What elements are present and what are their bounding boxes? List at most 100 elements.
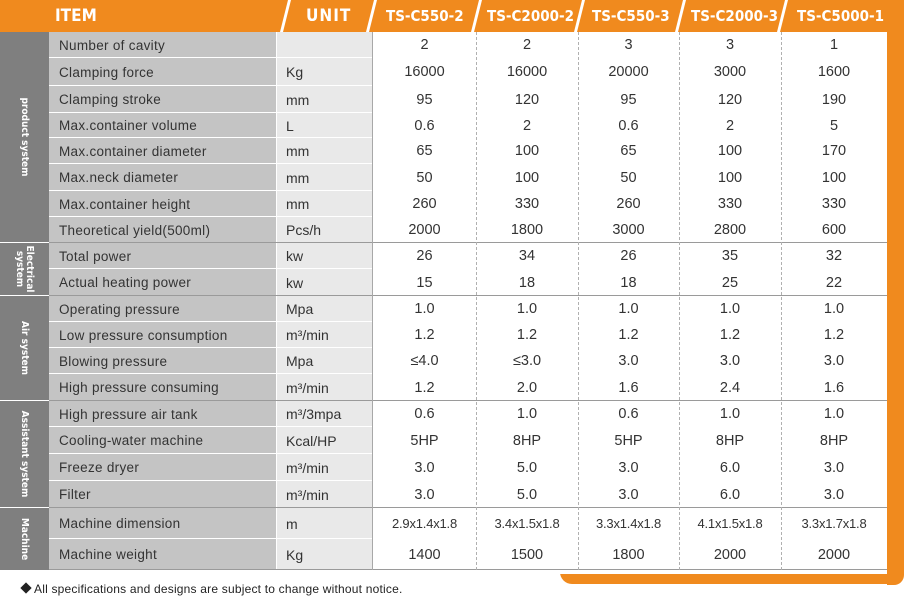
- table-row: Freeze dryer m³/min 3.0 5.0 3.0 6.0 3.0: [49, 454, 887, 481]
- value-cell: 8HP: [819, 432, 849, 449]
- value-cell: 5HP: [614, 432, 643, 449]
- value-cell: 2: [725, 117, 735, 134]
- unit-cell: Mpa: [277, 348, 373, 374]
- value-cell: 0.6: [414, 117, 435, 134]
- value-cell: 3.0: [414, 459, 435, 476]
- header-item: ITEM: [55, 6, 97, 26]
- unit-cell: mm: [277, 164, 373, 191]
- value-cell: 1: [829, 37, 839, 53]
- value-cell: 120: [717, 91, 743, 108]
- item-cell: Filter: [49, 481, 276, 508]
- header-divider: [675, 0, 686, 32]
- column-divider: [781, 32, 782, 570]
- value-cell: 260: [616, 196, 641, 212]
- row-divider: [49, 400, 887, 401]
- value-cell: 3.0: [823, 459, 845, 476]
- disclaimer-text: All specifications and designs are subje…: [34, 582, 403, 596]
- row-divider: [49, 85, 887, 86]
- value-cell: 1.2: [719, 327, 741, 343]
- value-cell: 3: [624, 37, 633, 53]
- unit-cell: Kg: [277, 539, 373, 570]
- table-row: Max.container diameter mm 65 100 65 100 170: [49, 138, 887, 164]
- value-cell: 35: [721, 248, 739, 264]
- section-machine: Machine: [0, 508, 49, 570]
- table-row: Low pressure consumption m³/min 1.2 1.2 1.2 1…: [49, 322, 887, 348]
- value-cell: 330: [717, 196, 743, 212]
- unit-cell: mm: [277, 86, 373, 113]
- table-row: Machine dimension m 2.9x1.4x1.8 3.4x1.5x1.8…: [49, 508, 887, 539]
- unit-cell: m³/3mpa: [277, 401, 373, 427]
- table-row: Actual heating power kw 15 18 18 25 22: [49, 269, 887, 296]
- diamond-icon: [20, 582, 32, 594]
- value-cell: 25: [721, 274, 739, 291]
- section-label: Machine: [19, 517, 30, 561]
- orange-border-right: [887, 0, 904, 585]
- table-row: High pressure consuming m³/min 1.2 2.0 1.6 2.…: [49, 374, 887, 401]
- header-divider: [777, 0, 788, 32]
- unit-cell: m³/min: [277, 374, 373, 401]
- row-divider: [49, 163, 887, 164]
- value-cell: 1.6: [823, 379, 845, 396]
- item-cell: Total power: [49, 243, 276, 269]
- header-model-3: TS-C550-3: [592, 7, 670, 25]
- value-cell: 2.0: [516, 379, 538, 396]
- header-unit: UNIT: [306, 6, 352, 26]
- unit-cell: Pcs/h: [277, 217, 373, 243]
- row-divider: [49, 453, 887, 454]
- item-cell: Blowing pressure: [49, 348, 276, 374]
- section-label: Assistant system: [19, 410, 30, 498]
- value-cell: 34: [518, 248, 536, 264]
- item-cell: Cooling-water machine: [49, 427, 276, 454]
- unit-cell: m³/min: [277, 322, 373, 348]
- value-cell: 3.0: [618, 353, 639, 369]
- table-row: Theoretical yield(500ml) Pcs/h 2000 1800 300…: [49, 217, 887, 243]
- value-cell: 0.6: [618, 117, 639, 134]
- value-cell: 6.0: [719, 486, 741, 503]
- item-cell: Machine weight: [49, 539, 276, 570]
- value-cell: 330: [821, 196, 847, 212]
- column-divider: [679, 32, 680, 570]
- unit-cell: m³/min: [277, 454, 373, 481]
- value-cell: 100: [717, 169, 743, 186]
- value-cell: 0.6: [414, 406, 435, 422]
- row-divider: [49, 242, 887, 243]
- value-cell: 600: [821, 222, 847, 238]
- value-cell: 1400: [408, 546, 441, 563]
- value-cell: ≤3.0: [512, 353, 542, 369]
- value-cell: 18: [518, 274, 536, 291]
- table-row: Clamping stroke mm 95 120 95 120 190: [49, 86, 887, 113]
- value-cell: 100: [717, 143, 743, 159]
- table-header: ITEM UNIT TS-C550-2 TS-C2000-2 TS-C550-3…: [0, 0, 887, 32]
- value-cell: 20000: [608, 64, 649, 80]
- item-cell: Clamping stroke: [49, 86, 276, 113]
- header-divider: [366, 0, 377, 32]
- value-cell: 1.0: [823, 406, 845, 422]
- item-cell: Freeze dryer: [49, 454, 276, 481]
- value-cell: 1.0: [719, 406, 741, 422]
- row-divider: [49, 137, 887, 138]
- value-cell: 26: [620, 248, 637, 264]
- value-cell: 2800: [713, 222, 747, 238]
- value-cell: 1600: [817, 64, 851, 80]
- row-divider: [49, 373, 887, 374]
- row-divider: [49, 569, 887, 570]
- value-cell: 5.0: [516, 459, 538, 476]
- value-cell: 3: [725, 37, 735, 53]
- row-divider: [49, 190, 887, 191]
- value-cell: 2000: [817, 546, 851, 563]
- value-cell: 1.0: [719, 301, 741, 317]
- unit-cell: Kg: [277, 58, 373, 86]
- value-cell: 3.0: [823, 353, 845, 369]
- item-cell: Max.container volume: [49, 113, 276, 138]
- row-divider: [49, 112, 887, 113]
- value-cell: 2: [522, 37, 532, 53]
- value-cell: 8HP: [512, 432, 542, 449]
- section-product-system: product system: [0, 32, 49, 242]
- item-cell: Operating pressure: [49, 296, 276, 322]
- value-cell: 3000: [713, 64, 747, 80]
- value-cell: 2: [522, 117, 532, 134]
- table-row: Clamping force Kg 16000 16000 20000 3000 1600: [49, 58, 887, 86]
- value-cell: 15: [416, 274, 433, 291]
- value-cell: 3000: [612, 222, 645, 238]
- row-divider: [49, 321, 887, 322]
